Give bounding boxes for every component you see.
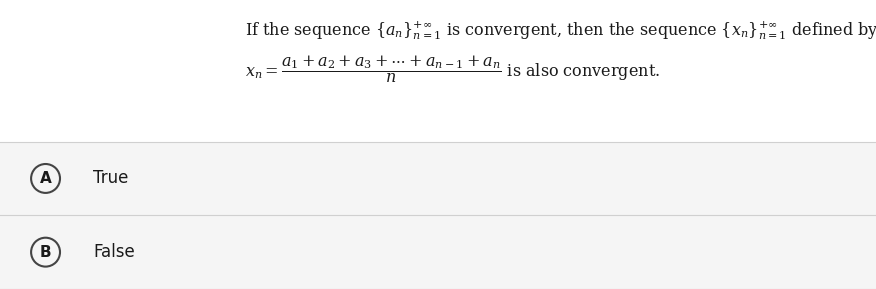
Text: B: B bbox=[39, 245, 52, 260]
Bar bbox=[0, 215, 876, 289]
Text: $x_n = \dfrac{a_1+a_2+a_3+\cdots+a_{n-1}+a_n}{n}$ is also convergent.: $x_n = \dfrac{a_1+a_2+a_3+\cdots+a_{n-1}… bbox=[245, 53, 661, 85]
Bar bbox=[0, 142, 876, 215]
Text: False: False bbox=[93, 243, 135, 261]
Text: True: True bbox=[93, 169, 129, 188]
Text: A: A bbox=[39, 171, 52, 186]
Circle shape bbox=[32, 238, 60, 266]
Circle shape bbox=[32, 164, 60, 193]
Bar bbox=[0, 1, 876, 142]
Text: If the sequence $\{a_n\}_{n=1}^{+\infty}$ is convergent, then the sequence $\{x_: If the sequence $\{a_n\}_{n=1}^{+\infty}… bbox=[245, 19, 876, 42]
